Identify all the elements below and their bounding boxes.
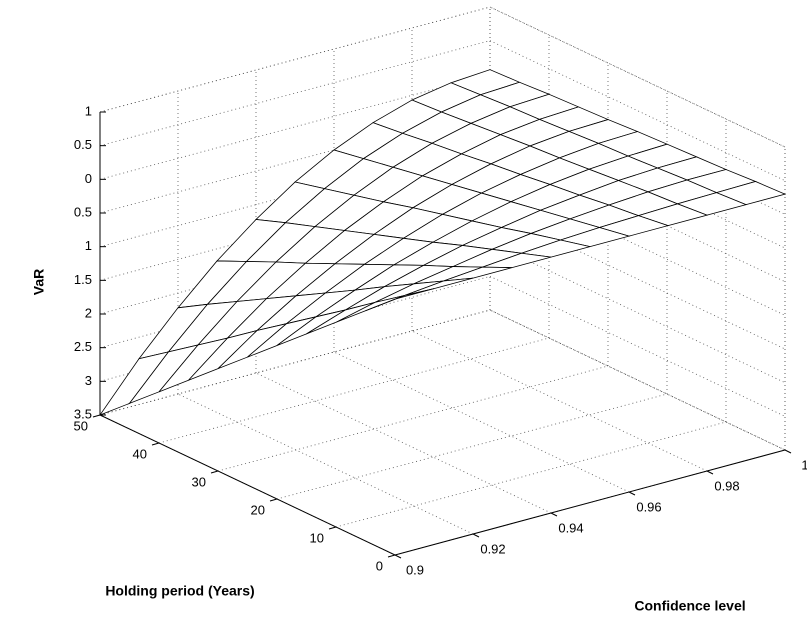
y-tick (387, 554, 396, 558)
z-tick-label: 1.5 (74, 272, 92, 287)
grid-line (489, 141, 786, 283)
grid-line (489, 40, 786, 182)
grid-line (217, 365, 609, 472)
grid-line (99, 40, 491, 147)
grid-line (489, 107, 786, 249)
x-tick (394, 554, 402, 559)
x-axis (394, 449, 786, 556)
grid-line (335, 421, 727, 528)
grid-line (489, 242, 786, 384)
grid-line (489, 275, 786, 417)
grid-line (177, 393, 474, 535)
grid-line (255, 372, 552, 514)
x-tick-label: 0.98 (714, 478, 739, 493)
z-axis-label: VaR (31, 269, 47, 295)
grid-line (333, 351, 630, 493)
y-tick (151, 442, 160, 446)
grid-line (411, 330, 708, 472)
x-tick (784, 449, 792, 454)
y-tick (210, 470, 219, 474)
y-axis (99, 414, 396, 556)
grid-line (99, 309, 491, 416)
grid-line (99, 6, 491, 113)
y-tick (328, 526, 337, 530)
grid-line (489, 309, 786, 451)
grid-line (99, 275, 491, 382)
x-tick-label: 1 (801, 457, 807, 472)
z-tick-label: 2.5 (74, 339, 92, 354)
y-axis-label: Holding period (Years) (105, 583, 254, 599)
grid-line (489, 174, 786, 316)
grid-line (276, 393, 668, 500)
x-tick (550, 512, 558, 517)
y-tick-label: 20 (251, 502, 265, 517)
x-tick (706, 470, 714, 475)
grid-line (489, 309, 786, 451)
x-tick-label: 0.96 (636, 499, 661, 514)
surface-patch (365, 288, 435, 312)
y-tick-label: 30 (192, 474, 206, 489)
z-tick-label: 2 (85, 305, 92, 320)
y-tick-label: 50 (74, 418, 88, 433)
x-tick-label: 0.94 (558, 520, 583, 535)
z-tick-label: 0.5 (74, 137, 92, 152)
y-tick (92, 414, 101, 418)
x-tick (628, 491, 636, 496)
x-axis-label: Confidence level (634, 598, 745, 614)
z-tick-label: 0 (85, 171, 92, 186)
x-tick-label: 0.9 (406, 562, 424, 577)
grid-line (99, 73, 491, 180)
grid-line (489, 6, 786, 148)
x-tick-label: 0.92 (480, 541, 505, 556)
z-tick-label: 1 (85, 103, 92, 118)
box-edge (489, 6, 786, 148)
y-tick (269, 498, 278, 502)
grid-line (489, 208, 786, 350)
y-tick-label: 0 (376, 558, 383, 573)
z-tick-label: 0.5 (74, 204, 92, 219)
grid-line (158, 337, 550, 444)
x-tick (472, 533, 480, 538)
z-tick-label: 3 (85, 373, 92, 388)
z-tick-label: 3.5 (74, 406, 92, 421)
y-tick-label: 10 (310, 530, 324, 545)
y-tick-label: 40 (133, 446, 147, 461)
z-tick-label: 1 (85, 238, 92, 253)
